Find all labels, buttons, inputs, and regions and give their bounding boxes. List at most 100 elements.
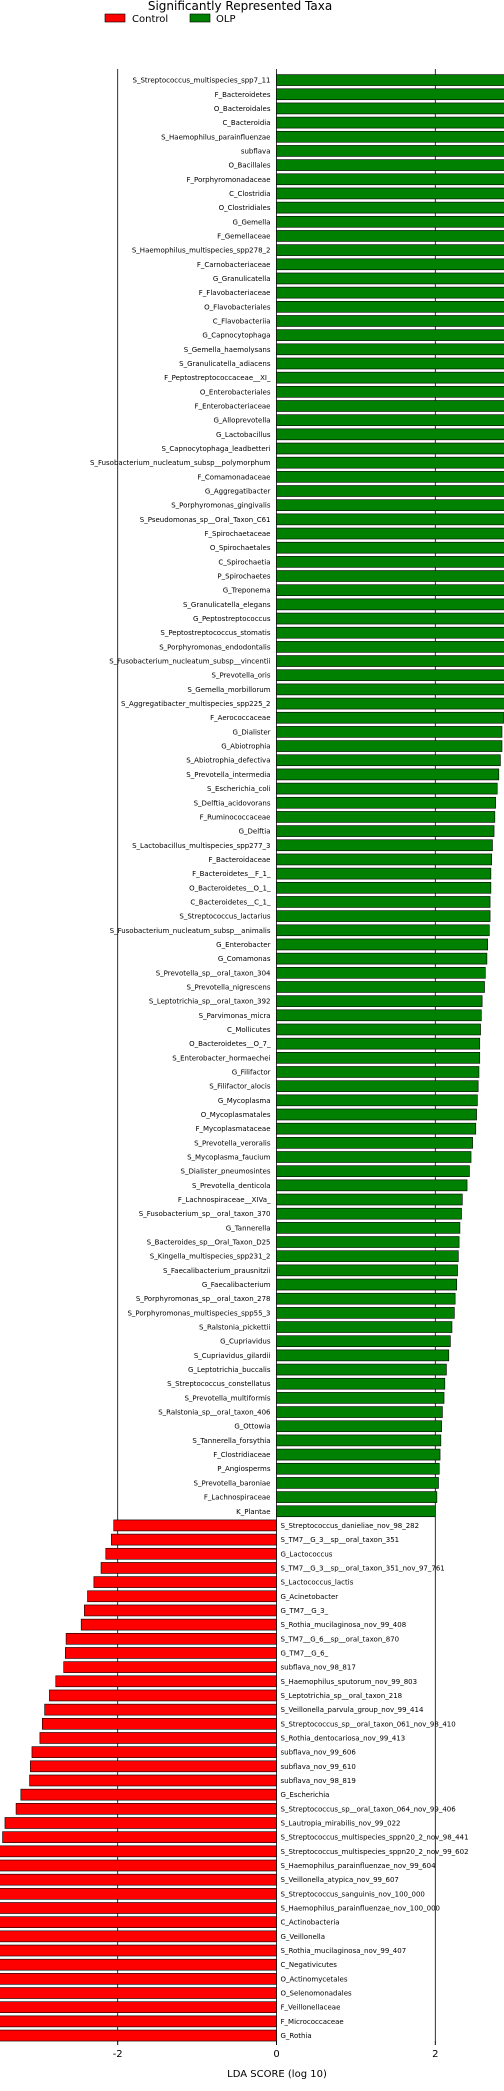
taxon-label: F_Porphyromonadaceae: [187, 176, 271, 184]
bar-olp: [276, 924, 490, 937]
taxon-label: C_Flavobacteriia: [213, 317, 271, 325]
bar-control: [0, 1916, 277, 1928]
bar-olp: [276, 1122, 477, 1135]
taxon-label: S_Haemophilus_parainfluenzae: [161, 133, 270, 141]
bar-control: [0, 1873, 277, 1886]
taxon-label: G_Filifactor: [232, 1068, 271, 1076]
bar-olp: [276, 881, 492, 894]
taxon-label: S_Streptococcus_multispecies_spp7_11: [133, 77, 271, 85]
bar-control: [0, 1987, 277, 1999]
taxon-label: F_Lachnospiraceae__XIVa_: [178, 1196, 271, 1204]
legend-label-olp: OLP: [216, 14, 235, 25]
taxon-label: O_Bacteroidales: [214, 105, 271, 113]
taxon-label: F_Bacteroidetes__F_1_: [192, 870, 271, 878]
bar-olp: [276, 187, 504, 200]
bar-olp: [276, 230, 504, 242]
taxon-label: S_Haemophilus_sputorum_nov_99_803: [281, 1678, 418, 1686]
bar-control: [20, 1788, 277, 1801]
taxon-label: S_Dialister_pneumosintes: [181, 1168, 271, 1176]
taxon-label: S_Streptococcus_sp__oral_taxon_061_nov_9…: [281, 1720, 456, 1728]
bar-olp: [276, 513, 504, 526]
bar-olp: [276, 1108, 477, 1121]
bar-olp: [276, 853, 492, 866]
bar-olp: [276, 527, 504, 540]
taxon-label: S_Peptostreptococcus_stomatis: [160, 629, 270, 637]
taxon-label: G_Granulicatella: [213, 275, 271, 283]
taxon-label: C_Negativicutes: [281, 1961, 338, 1969]
bar-olp: [276, 145, 504, 157]
taxon-label: S_Pseudomonas_sp__Oral_Taxon_C61: [140, 516, 271, 524]
taxon-label: F_Spirochaetaceae: [204, 530, 270, 538]
bar-olp: [276, 711, 504, 724]
bar-olp: [276, 1165, 470, 1177]
taxon-label: S_Mycoplasma_faucium: [187, 1154, 271, 1162]
bar-control: [84, 1604, 277, 1617]
bar-olp: [276, 796, 496, 809]
taxon-label: G_Faecalibacterium: [202, 1281, 271, 1289]
taxon-label: S_Cupriavidus_gilardii: [194, 1352, 271, 1360]
bar-control: [0, 1888, 277, 1900]
bar-olp: [276, 1307, 455, 1319]
bar-olp: [276, 1392, 445, 1404]
taxon-label: G_Rothia: [281, 2032, 312, 2040]
bar-control: [0, 1944, 277, 1957]
bar-olp: [276, 201, 504, 214]
bar-olp: [276, 371, 504, 384]
taxon-label: G_Tannerella: [226, 1224, 271, 1232]
bar-control: [49, 1689, 277, 1702]
bar-olp: [276, 1335, 451, 1348]
legend: Control OLP: [104, 13, 235, 25]
taxon-label: S_Faecalibacterium_prausnitzii: [163, 1267, 271, 1275]
bars: [0, 74, 504, 2042]
bar-olp: [276, 683, 504, 696]
bar-olp: [276, 655, 504, 667]
taxon-label: C_Bacteroidetes__C_1_: [190, 898, 271, 906]
bar-olp: [276, 541, 504, 554]
bar-olp: [276, 1193, 463, 1206]
bar-olp: [276, 272, 504, 285]
bar-olp: [276, 910, 491, 922]
bar-olp: [276, 896, 491, 908]
bar-olp: [276, 244, 504, 256]
taxon-label: S_Streptococcus_constellatus: [167, 1380, 271, 1388]
taxon-label: S_Abiotrophia_defectiva: [186, 757, 270, 765]
taxon-label: F_Clostridiaceae: [213, 1451, 270, 1459]
taxon-label: S_TM7__G_3__sp__oral_taxon_351: [281, 1536, 400, 1544]
taxon-label: G_Alloprevotella: [213, 417, 270, 425]
bar-control: [0, 1973, 277, 1985]
bar-olp: [276, 669, 504, 682]
taxon-label: S_Gemella_morbillorum: [187, 686, 270, 694]
taxon-label: S_Prevotella_veroralis: [194, 1139, 271, 1147]
taxon-label: O_Spirochaetales: [210, 544, 271, 552]
taxon-label: S_Fusobacterium_nucleatum_subsp__polymor…: [90, 459, 271, 467]
bar-olp: [276, 159, 504, 171]
taxon-label: C_Actinobacteria: [281, 1919, 340, 1927]
bar-olp: [276, 1462, 440, 1475]
bar-control: [65, 1632, 277, 1645]
taxon-label: F_Micrococcaceae: [281, 2018, 344, 2026]
bar-olp: [276, 1264, 458, 1277]
taxon-label: S_Porphyromonas_multispecies_spp55_3: [127, 1309, 270, 1317]
taxon-label: G_TM7__G_3_: [281, 1607, 329, 1615]
taxon-label: S_Porphyromonas_sp__oral_taxon_278: [136, 1295, 271, 1303]
taxon-label: C_Bacteroidia: [222, 119, 270, 127]
taxon-label: G_Acinetobacter: [281, 1593, 339, 1601]
bar-olp: [276, 102, 504, 115]
taxon-label: S_Ralstonia_pickettii: [199, 1324, 271, 1332]
taxon-label: C_Spirochaetia: [218, 558, 270, 566]
bar-control: [0, 2015, 277, 2028]
taxon-label: G_Ottowia: [234, 1423, 270, 1431]
bar-olp: [276, 981, 485, 993]
taxon-label: F_Comamonadaceae: [197, 473, 270, 481]
taxon-label: G_Mycoplasma: [218, 1097, 271, 1105]
bar-olp: [276, 315, 504, 327]
bar-olp: [276, 1009, 482, 1022]
bar-olp: [276, 386, 504, 398]
taxon-label: O_Bacillales: [229, 162, 271, 170]
taxon-label: S_Prevotella_baroniae: [194, 1479, 271, 1487]
taxon-label: G_Treponema: [223, 587, 271, 595]
taxon-label: F_Enterobacteriaceae: [195, 402, 271, 410]
bar-control: [0, 1859, 277, 1872]
bar-olp: [276, 839, 493, 852]
